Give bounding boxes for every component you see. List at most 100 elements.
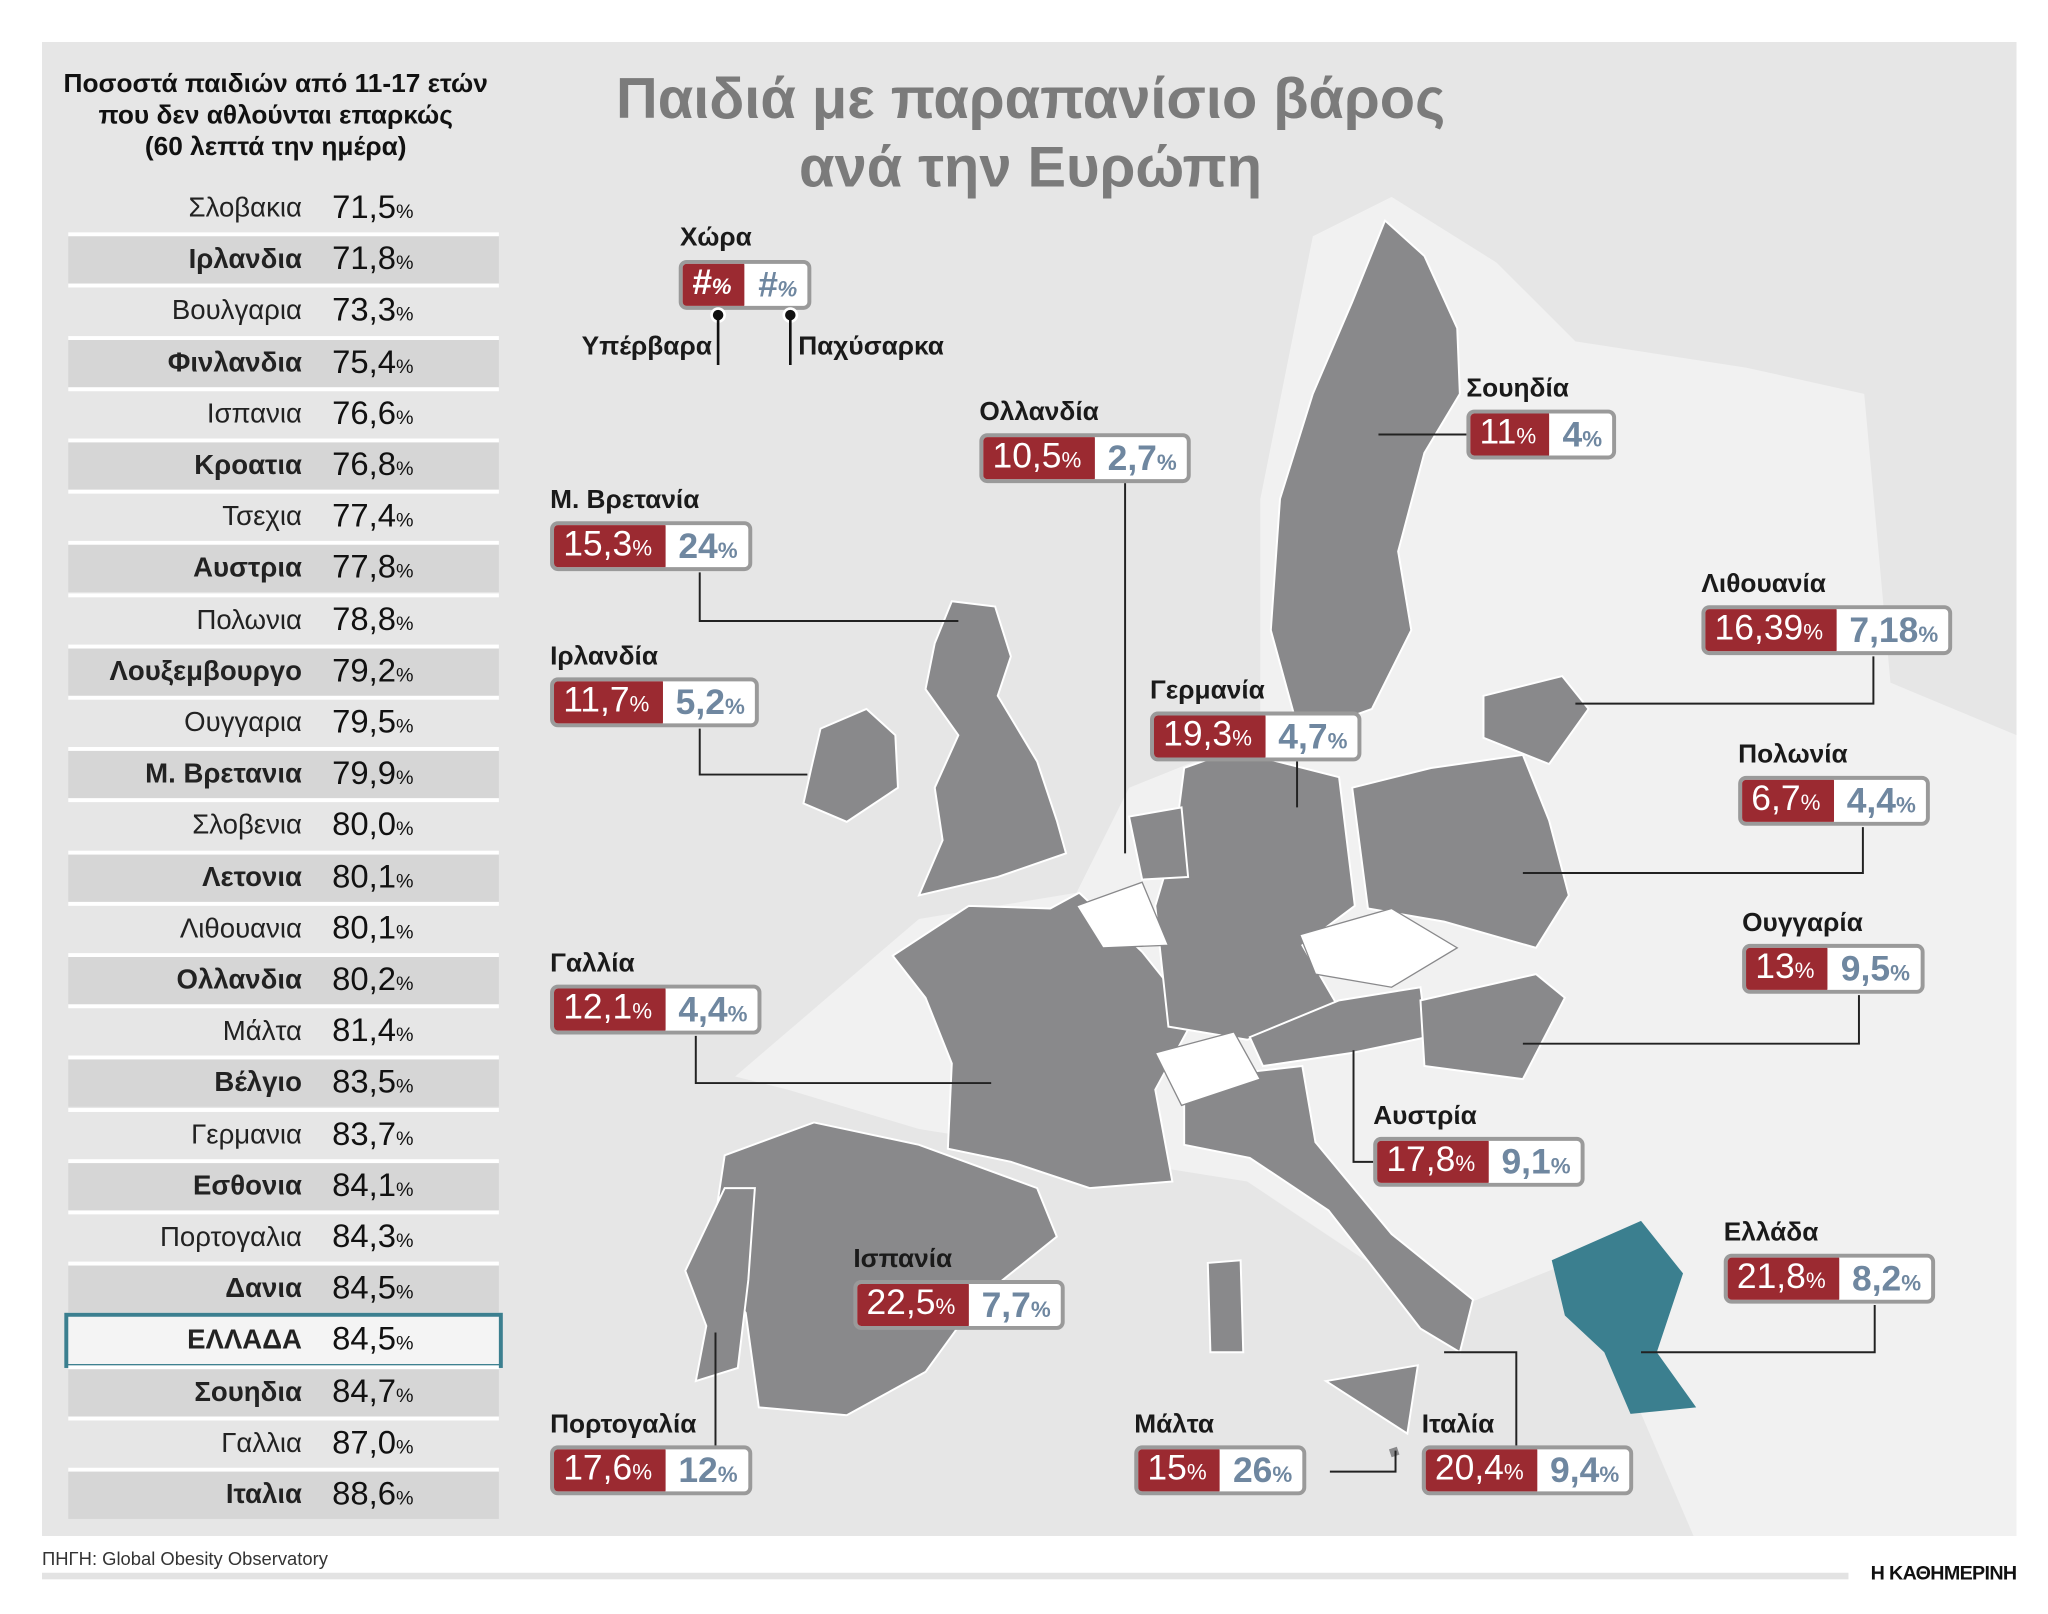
row-country: Πορτογαλια [159,1222,302,1253]
row-separator [68,1261,499,1266]
callout-country: Ολλανδία [979,397,1099,427]
row-unit: % [396,766,414,790]
callout-values: 6,7% 4,4% [1738,775,1931,826]
row-unit: % [396,612,414,635]
leader-line [698,572,959,622]
callout: Ισπανία 22,5% 7,7% [853,1245,1066,1330]
row-country: Ιταλια [225,1479,302,1510]
callout-values: 15,3% 24% [550,521,753,572]
row-country: Ολλανδια [176,964,302,996]
obese-value: 8,2% [1839,1258,1932,1300]
country-switzerland [1154,1031,1262,1107]
row-unit: % [396,406,414,430]
overweight-number: 17,6 [563,1448,633,1488]
row-value: 73,3% [332,292,413,330]
overweight-value: 17,6% [554,1448,666,1492]
country-hungary [1419,973,1567,1081]
overweight-number: 13 [1755,946,1795,986]
obese-value: 7,7% [968,1284,1061,1326]
row-number: 79,9 [332,755,397,792]
obese-value: 4,7% [1265,715,1358,757]
row-unit: % [396,1230,414,1253]
table-row: Αυστρια 77,8% [68,545,499,593]
callout: Σουηδία 11% 4% [1466,374,1617,460]
overweight-number: 11,7 [563,680,630,720]
unit: % [1901,1270,1922,1296]
row-country: Λουξεμβουργο [109,656,302,687]
row-country: Κροατια [194,450,302,481]
leader-line [1352,1050,1374,1163]
obese-value: 4,4% [665,989,758,1031]
country-greece [1551,1220,1697,1414]
callout-values: 12,1% 4,4% [550,984,762,1035]
row-separator [68,1004,499,1009]
row-separator [68,1416,499,1421]
overweight-value: 13% [1746,946,1828,990]
row-country: Λιθουανια [179,913,302,944]
row-separator [68,798,499,803]
row-number: 88,6 [332,1475,397,1513]
callout: Ιταλία 20,4% 9,4% [1421,1410,1634,1496]
source-note: ΠΗΓΗ: Global Obesity Observatory [42,1547,328,1569]
legend-country-label: Χώρα [680,223,752,253]
callout-values: 11% 4% [1466,409,1617,460]
row-country: Ιρλανδια [188,244,302,275]
row-separator [68,335,499,340]
unit: % [727,1001,748,1027]
unit: % [1232,725,1253,751]
obese-number: 26 [1232,1450,1273,1491]
obese-value: 9,4% [1537,1449,1630,1491]
row-unit: % [396,1487,414,1510]
country-belgium [1075,881,1170,949]
legend-overweight-label: Υπέρβαρα [581,332,712,362]
row-country: Φινλανδια [167,347,302,378]
table-row: Βουλγαρια 73,3% [68,288,499,335]
country-germany [1154,753,1356,1041]
table-row: Πολωνια 78,8% [68,597,499,644]
legend-unit: % [711,274,732,300]
obese-value: 24% [665,525,748,567]
unit: % [1794,958,1815,984]
row-separator [68,1210,499,1215]
unit: % [1516,424,1537,449]
row-country: Ουγγαρια [184,707,302,738]
obese-number: 9,5 [1840,949,1891,989]
unit: % [1030,1297,1051,1323]
overweight-number: 11 [1479,412,1517,452]
leader-line [1641,1304,1876,1354]
unit: % [717,538,738,564]
row-number: 84,5 [332,1269,397,1307]
overweight-value: 21,8% [1727,1257,1839,1300]
legend-obese-swatch: #% [745,264,808,306]
overweight-value: 10,5% [983,437,1095,480]
callout: Γαλλία 12,1% 4,4% [550,949,762,1035]
row-value: 80,0% [332,807,413,845]
row-number: 77,4 [332,497,397,535]
row-unit: % [396,1384,414,1407]
obese-value: 2,7% [1094,437,1187,479]
callout: Μ. Βρετανία 15,3% 24% [550,486,753,572]
callout-values: 10,5% 2,7% [979,433,1192,484]
unit: % [1550,1153,1571,1179]
row-unit: % [396,1281,414,1304]
table-row: Φινλανδια 75,4% [68,339,499,387]
row-number: 73,3 [332,291,397,329]
table-row: Λιθουανια 80,1% [68,906,499,953]
overweight-number: 15,3 [563,523,633,564]
overweight-value: 11,7% [554,680,663,724]
overweight-number: 17,8 [1386,1139,1456,1179]
callout: Ελλάδα 21,8% 8,2% [1723,1218,1936,1304]
overweight-value: 11% [1470,412,1550,456]
row-number: 80,2 [332,960,397,998]
row-separator [68,489,499,494]
page-subtitle: ανά την Ευρώπη [799,135,1263,200]
row-separator [68,901,499,906]
row-country: Γερμανια [191,1119,302,1150]
row-country: Βέλγιο [214,1067,302,1099]
obese-value: 4,4% [1834,780,1927,822]
callout-country: Λιθουανία [1701,569,1826,599]
row-country: Μάλτα [222,1016,302,1047]
table-row-highlighted: ΕΛΛΑΔΑ 84,5% [64,1313,503,1369]
